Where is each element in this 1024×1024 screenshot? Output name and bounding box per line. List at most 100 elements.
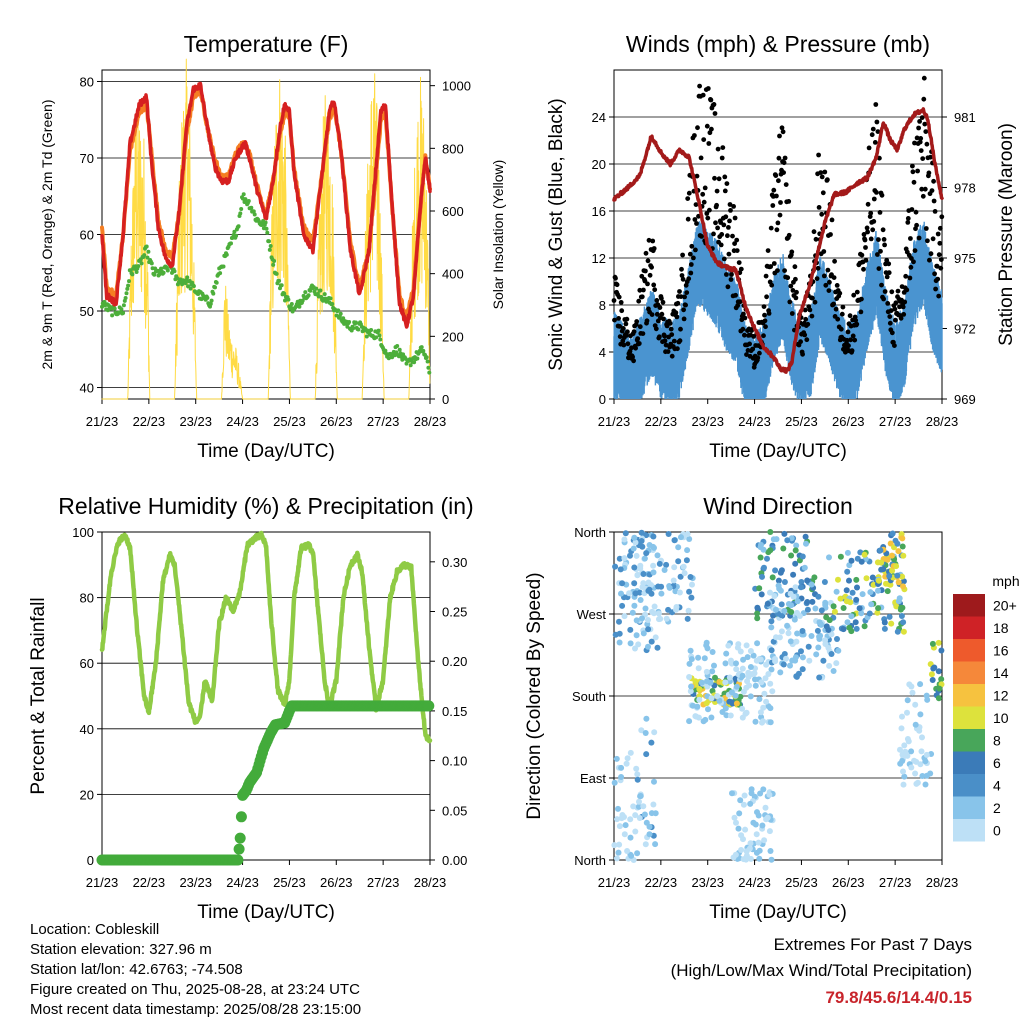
gust-point [844,337,850,343]
direction-point [880,566,887,573]
direction-point [747,693,754,700]
gust-point [919,186,925,192]
direction-point [916,727,923,734]
direction-point [624,755,631,762]
gust-point [814,276,820,281]
gust-point [930,236,936,242]
gust-point [709,126,714,132]
gust-point [888,308,894,313]
direction-point [881,625,888,632]
direction-point [866,610,873,617]
gust-point [647,272,653,278]
direction-point [858,558,865,565]
gust-point [848,337,853,343]
direction-point [730,854,737,861]
dewpoint-point [353,320,358,325]
direction-point [875,577,882,584]
sonic-wind-band [613,221,943,399]
direction-point [894,540,901,547]
direction-point [651,729,658,736]
gust-point [850,333,856,339]
gust-point [851,292,857,298]
dewpoint-point [241,192,246,197]
direction-point [893,563,900,570]
gust-point [840,304,846,310]
gust-point [619,308,625,314]
gust-point [650,238,656,244]
direction-point [658,590,665,597]
direction-point [636,798,642,805]
dewpoint-point [218,271,223,276]
gust-point [698,155,704,161]
direction-point [792,584,799,591]
colorbar-swatch [953,616,985,639]
gust-point [729,272,734,277]
gust-point [785,275,791,281]
direction-point [861,623,868,630]
direction-point [909,689,916,696]
gust-point [879,192,885,198]
gust-point [708,97,714,103]
direction-point [881,619,888,626]
direction-point [738,847,745,853]
direction-point [811,574,818,581]
gust-point [726,225,731,230]
dewpoint-point [136,264,141,269]
precip-point [423,700,435,712]
gust-point [918,148,924,154]
direction-point [733,700,740,707]
y-tick-label: 20 [80,787,94,802]
gust-point [931,198,937,204]
gust-point [893,300,899,306]
gust-point [686,276,692,282]
direction-point [898,604,905,611]
y-tick-label: 0 [599,392,606,407]
direction-point [821,579,828,585]
gust-point [721,256,727,262]
gust-point [774,227,780,233]
dewpoint-point [308,288,313,293]
direction-point [801,564,808,571]
gust-point [914,222,919,228]
direction-point [935,668,942,675]
direction-point [638,727,645,734]
gust-point [657,305,663,310]
gust-point [781,170,786,176]
dewpoint-point [277,278,282,283]
direction-point [812,605,819,612]
x-tick-label: 22/23 [133,875,166,890]
direction-point [655,610,662,617]
direction-point [747,664,754,670]
direction-point [645,617,651,623]
direction-point [708,695,715,702]
gust-point [877,210,883,215]
gust-point [631,358,636,364]
gust-point [614,282,620,288]
gust-point [923,129,929,135]
dewpoint-point [425,359,430,364]
direction-point [804,606,811,613]
direction-point [686,674,693,680]
gust-point [652,287,658,293]
direction-point [758,679,765,686]
direction-point [722,660,729,667]
x-tick-label: 28/23 [926,875,959,890]
y-tick-label: North [574,525,606,540]
direction-point [904,752,911,759]
chart-title: Wind Direction [703,493,853,519]
gust-point [812,299,818,305]
x-tick-label: 25/23 [273,414,306,429]
direction-point [781,607,788,614]
direction-point [846,577,852,584]
gust-point [617,334,623,339]
gust-point [889,289,895,295]
gust-point [810,295,815,301]
direction-point [856,605,863,612]
gust-point [776,178,781,184]
direction-point [709,649,716,655]
gust-point [724,272,729,277]
direction-point [761,564,767,571]
gust-point [823,282,829,288]
direction-point [767,705,774,712]
gust-point [700,191,706,197]
